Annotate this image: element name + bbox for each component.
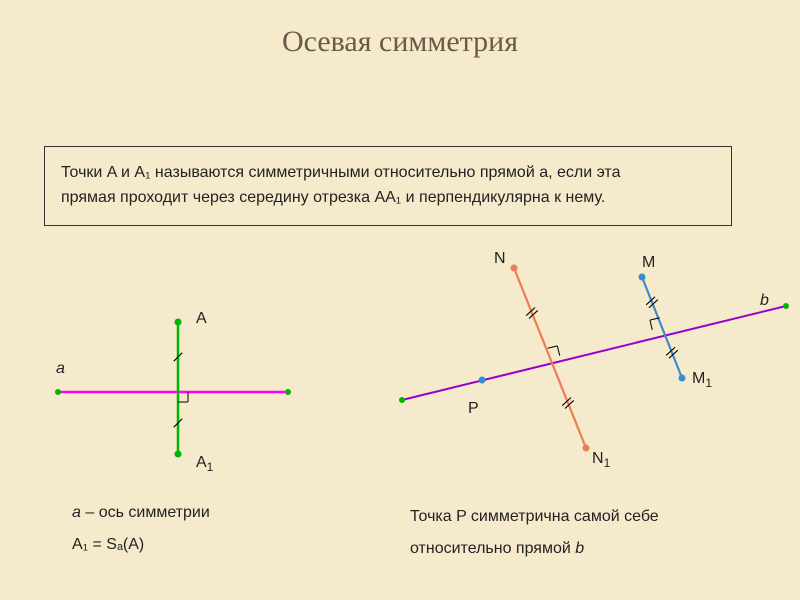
label-P: P (468, 400, 479, 418)
label-axis-a: a (56, 360, 65, 378)
label-N1: N1 (592, 450, 610, 470)
label-M1: M1 (692, 370, 712, 390)
bottom-left-line2: A₁ = Sₐ(A) (72, 536, 210, 554)
label-N: N (494, 250, 506, 268)
bottom-right-text: Точка P симметрична самой себе относител… (410, 508, 659, 558)
bottom-left-text: a – ось симметрии A₁ = Sₐ(A) (72, 504, 210, 554)
label-A: A (196, 310, 207, 328)
label-A1: A1 (196, 454, 213, 474)
label-axis-b: b (760, 292, 769, 310)
label-M: M (642, 254, 655, 272)
